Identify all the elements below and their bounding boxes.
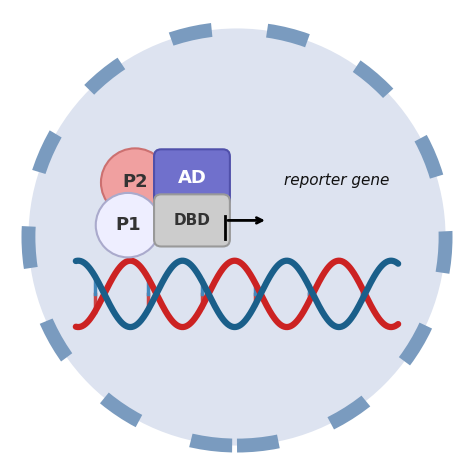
Text: P2: P2 [122, 173, 148, 191]
Circle shape [28, 28, 446, 446]
Circle shape [96, 193, 160, 257]
Text: DBD: DBD [173, 213, 210, 228]
FancyBboxPatch shape [154, 194, 230, 246]
FancyBboxPatch shape [154, 149, 230, 206]
Text: P1: P1 [115, 216, 141, 234]
Circle shape [101, 148, 169, 217]
Text: AD: AD [178, 169, 206, 187]
Text: reporter gene: reporter gene [284, 173, 390, 188]
